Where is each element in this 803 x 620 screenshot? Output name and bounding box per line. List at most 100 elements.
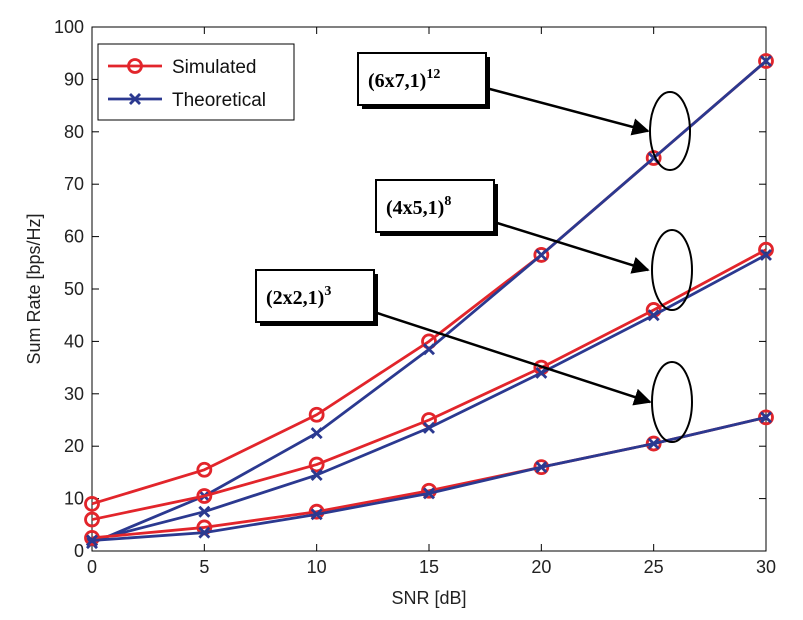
- y-tick-label: 0: [74, 541, 84, 561]
- annotation-label-sup: 3: [324, 284, 331, 299]
- x-stroke: [647, 152, 660, 164]
- data-point: [198, 526, 211, 539]
- x-tick-label: 25: [644, 557, 664, 577]
- annotation-ellipse: [651, 229, 693, 311]
- annotation-arrow: [493, 220, 650, 274]
- data-point: [535, 366, 548, 379]
- annotation-arrow: [373, 310, 652, 406]
- annotation-label-main: (4x5,1): [386, 197, 444, 219]
- x-stroke: [760, 411, 772, 424]
- series-theoretical-5: [86, 411, 772, 547]
- x-stroke: [310, 508, 323, 521]
- x-tick-label: 10: [307, 557, 327, 577]
- y-tick-label: 90: [64, 69, 84, 89]
- y-axis-label: Sum Rate [bps/Hz]: [24, 213, 44, 364]
- data-point: [196, 488, 213, 504]
- data-point: [84, 530, 100, 546]
- data-point: [758, 53, 774, 69]
- data-point: [310, 469, 323, 482]
- x-stroke: [423, 487, 435, 500]
- annotation-label-sup: 12: [426, 67, 440, 82]
- legend-label: Simulated: [172, 57, 257, 78]
- annotation-label-sup: 8: [444, 194, 451, 209]
- legend: Simulated Theoretical: [97, 43, 295, 121]
- annotation-2: (2x2,1)3: [255, 269, 693, 443]
- data-point: [760, 248, 772, 261]
- data-point: [423, 343, 435, 356]
- data-point: [310, 427, 323, 440]
- annotation-label-main: (6x7,1): [368, 70, 426, 92]
- data-point: [308, 456, 325, 473]
- data-point: [535, 248, 548, 261]
- legend-label: Theoretical: [172, 90, 266, 111]
- data-point: [310, 508, 323, 521]
- annotation-label: (4x5,1)8: [386, 194, 451, 219]
- data-point: [84, 511, 100, 528]
- x-stroke: [198, 526, 211, 539]
- x-stroke: [535, 248, 548, 261]
- annotation-1: (4x5,1)8: [375, 179, 693, 311]
- legend-item-simulated: Simulated: [108, 57, 257, 78]
- data-point: [84, 495, 100, 512]
- annotation-ellipse: [651, 361, 693, 443]
- legend-item-theoretical: Theoretical: [108, 90, 266, 111]
- legend-marker: [129, 93, 141, 105]
- data-point: [533, 247, 550, 263]
- x-stroke: [535, 366, 548, 379]
- y-tick-label: 80: [64, 122, 84, 142]
- data-point: [196, 461, 213, 478]
- annotation-box: [255, 269, 375, 323]
- y-tick-label: 30: [64, 384, 84, 404]
- series-layer: [84, 53, 774, 550]
- annotation-0: (6x7,1)12: [357, 52, 691, 171]
- x-tick-label: 30: [756, 557, 776, 577]
- x-axis-label: SNR [dB]: [391, 588, 466, 608]
- legend-marker: [127, 58, 143, 74]
- data-point: [535, 461, 548, 474]
- data-point: [308, 406, 325, 423]
- annotations-layer: (6x7,1)12 (4x5,1)8 (2x2,1)3: [255, 52, 693, 443]
- x-tick-label: 5: [199, 557, 209, 577]
- x-stroke: [535, 461, 548, 474]
- x-stroke: [86, 534, 98, 547]
- x-tick-label: 15: [419, 557, 439, 577]
- x-stroke: [647, 437, 660, 450]
- x-stroke: [423, 421, 435, 434]
- annotation-ellipse: [649, 91, 691, 171]
- y-tick-label: 60: [64, 227, 84, 247]
- annotation-label: (2x2,1)3: [266, 284, 331, 309]
- data-point: [758, 409, 774, 426]
- data-point: [760, 411, 772, 424]
- x-stroke: [310, 469, 323, 482]
- annotation-box: [375, 179, 495, 233]
- x-stroke: [423, 343, 435, 356]
- y-tick-label: 70: [64, 174, 84, 194]
- x-stroke: [310, 427, 323, 440]
- annotation-label-main: (2x2,1): [266, 287, 324, 309]
- y-tick-label: 50: [64, 279, 84, 299]
- data-point: [423, 487, 435, 500]
- y-tick-label: 10: [64, 489, 84, 509]
- y-tick-label: 40: [64, 331, 84, 351]
- x-stroke: [647, 309, 660, 322]
- y-tick-label: 100: [54, 17, 84, 37]
- legend-box: [97, 43, 295, 121]
- x-stroke: [129, 93, 141, 105]
- data-point: [423, 421, 435, 434]
- data-point: [86, 534, 98, 547]
- series-line: [91, 248, 767, 521]
- x-stroke: [760, 248, 772, 261]
- annotation-label: (6x7,1)12: [368, 67, 440, 92]
- series-theoretical-3: [86, 248, 772, 547]
- y-tick-label: 20: [64, 436, 84, 456]
- data-point: [760, 55, 772, 68]
- x-stroke: [198, 505, 211, 518]
- data-point: [647, 309, 660, 322]
- data-point: [647, 437, 660, 450]
- x-tick-label: 0: [87, 557, 97, 577]
- x-tick-label: 20: [531, 557, 551, 577]
- series-simulated-2: [84, 241, 774, 528]
- data-point: [198, 505, 211, 518]
- x-stroke: [760, 55, 772, 68]
